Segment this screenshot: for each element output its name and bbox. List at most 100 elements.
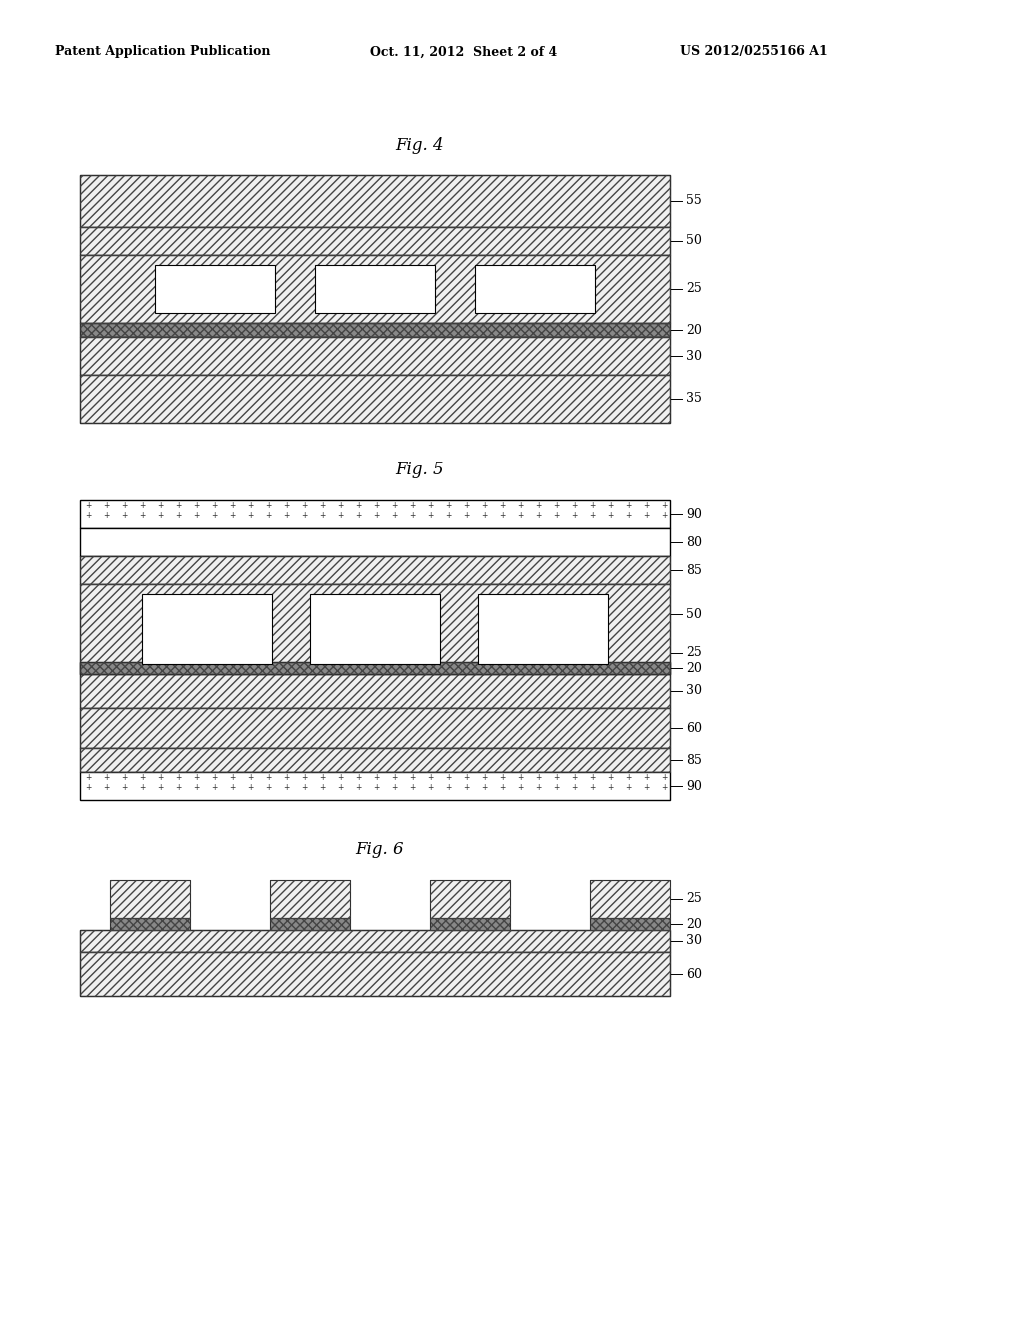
Text: +: +	[139, 784, 145, 792]
Text: +: +	[589, 784, 595, 792]
Text: +: +	[318, 774, 326, 783]
Text: +: +	[228, 502, 236, 511]
Text: +: +	[570, 784, 578, 792]
Text: +: +	[265, 511, 271, 520]
Text: +: +	[318, 502, 326, 511]
Text: 25: 25	[686, 282, 701, 296]
Bar	[110, 880, 190, 917]
Text: +: +	[643, 774, 649, 783]
Text: +: +	[517, 502, 523, 511]
Text: +: +	[247, 774, 253, 783]
Text: +: +	[517, 511, 523, 520]
Text: +: +	[589, 774, 595, 783]
Text: +: +	[444, 774, 452, 783]
Bar	[80, 500, 670, 528]
Text: +: +	[589, 511, 595, 520]
Text: 85: 85	[686, 564, 701, 577]
Text: 85: 85	[686, 754, 701, 767]
Bar	[80, 748, 670, 772]
Bar	[80, 323, 670, 337]
Text: +: +	[139, 511, 145, 520]
Text: +: +	[463, 774, 469, 783]
Text: +: +	[373, 784, 379, 792]
Text: +: +	[409, 511, 415, 520]
Text: +: +	[247, 502, 253, 511]
Bar	[590, 917, 670, 931]
Text: +: +	[373, 774, 379, 783]
Text: +: +	[570, 511, 578, 520]
Bar	[110, 880, 190, 917]
Bar	[315, 265, 435, 313]
Bar	[80, 748, 670, 772]
Text: Fig. 5: Fig. 5	[395, 462, 444, 479]
Text: +: +	[553, 774, 559, 783]
Bar	[430, 917, 510, 931]
Text: +: +	[175, 511, 181, 520]
Text: +: +	[607, 774, 613, 783]
Text: +: +	[193, 511, 200, 520]
Text: +: +	[102, 784, 110, 792]
Text: +: +	[409, 784, 415, 792]
Bar	[110, 917, 190, 931]
Bar	[80, 337, 670, 375]
Text: +: +	[660, 774, 668, 783]
Text: +: +	[85, 502, 91, 511]
Text: +: +	[553, 784, 559, 792]
Text: +: +	[444, 502, 452, 511]
Text: +: +	[157, 511, 163, 520]
Text: 90: 90	[686, 507, 701, 520]
Bar	[80, 952, 670, 997]
Text: +: +	[499, 502, 505, 511]
Text: 60: 60	[686, 968, 702, 981]
Text: +: +	[193, 774, 200, 783]
Text: +: +	[354, 774, 361, 783]
Text: +: +	[570, 502, 578, 511]
Text: +: +	[283, 784, 289, 792]
Text: +: +	[318, 784, 326, 792]
Bar	[80, 663, 670, 675]
Text: +: +	[211, 774, 217, 783]
Text: +: +	[265, 502, 271, 511]
Text: Fig. 4: Fig. 4	[395, 136, 444, 153]
Text: +: +	[409, 774, 415, 783]
Bar	[310, 594, 440, 664]
Text: +: +	[643, 511, 649, 520]
Bar	[270, 917, 350, 931]
Text: Oct. 11, 2012  Sheet 2 of 4: Oct. 11, 2012 Sheet 2 of 4	[370, 45, 557, 58]
Text: +: +	[354, 784, 361, 792]
Text: +: +	[625, 511, 631, 520]
Text: +: +	[570, 774, 578, 783]
Text: +: +	[283, 511, 289, 520]
Bar	[80, 772, 670, 800]
Text: +: +	[157, 502, 163, 511]
Text: 55: 55	[686, 194, 701, 207]
Bar	[430, 880, 510, 917]
Text: +: +	[463, 502, 469, 511]
Text: +: +	[589, 502, 595, 511]
Text: +: +	[553, 511, 559, 520]
Bar	[80, 375, 670, 422]
Text: 25: 25	[686, 892, 701, 906]
Text: +: +	[157, 774, 163, 783]
Text: +: +	[373, 511, 379, 520]
Text: +: +	[660, 784, 668, 792]
Text: +: +	[391, 784, 397, 792]
Text: +: +	[463, 511, 469, 520]
Text: +: +	[607, 511, 613, 520]
Bar	[590, 880, 670, 917]
Text: +: +	[517, 784, 523, 792]
Text: +: +	[499, 774, 505, 783]
Text: +: +	[535, 502, 542, 511]
Bar	[80, 255, 670, 323]
Text: +: +	[607, 502, 613, 511]
Bar	[80, 176, 670, 227]
Text: +: +	[427, 502, 433, 511]
Text: +: +	[553, 502, 559, 511]
Bar	[475, 265, 595, 313]
Bar	[430, 880, 510, 917]
Text: Fig. 6: Fig. 6	[355, 842, 404, 858]
Text: +: +	[301, 774, 307, 783]
Text: +: +	[337, 511, 343, 520]
Text: +: +	[607, 784, 613, 792]
Text: 20: 20	[686, 661, 701, 675]
